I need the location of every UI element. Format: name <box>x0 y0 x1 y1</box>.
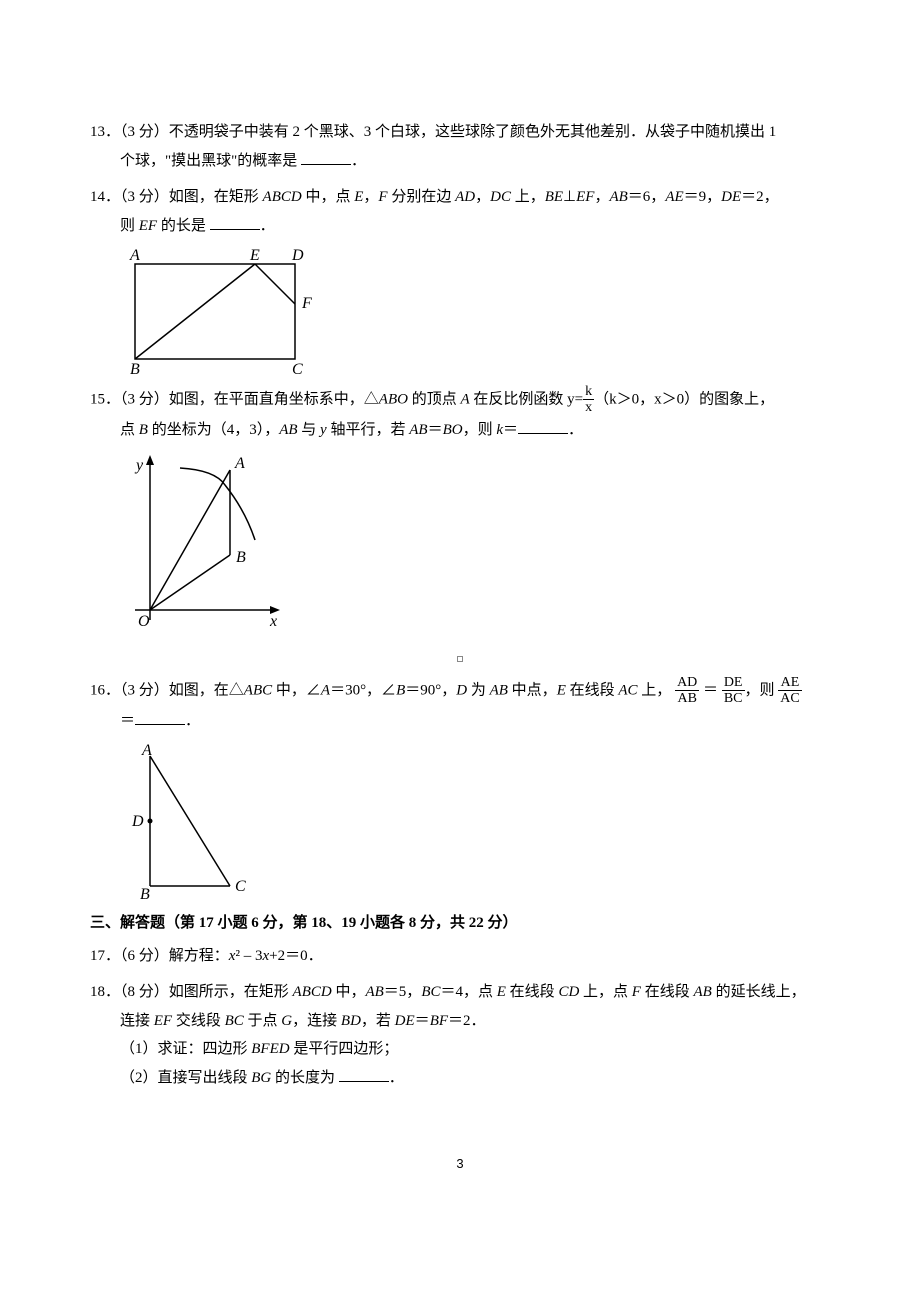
square-icon <box>457 656 463 662</box>
label: 16．（3 分） <box>90 682 169 698</box>
svg-text:C: C <box>235 878 246 895</box>
label: 13．（3 分） <box>90 124 169 140</box>
blank <box>210 213 260 230</box>
problem-15: 15．（3 分）如图，在平面直角坐标系中，△ABO 的顶点 A 在反比例函数 y… <box>90 384 830 640</box>
problem-17-text: 17．（6 分）解方程：x² – 3x+2＝0． <box>90 942 830 971</box>
problem-18: 18．（8 分）如图所示，在矩形 ABCD 中，AB＝5，BC＝4，点 E 在线… <box>90 978 830 1092</box>
svg-text:B: B <box>236 549 246 566</box>
svg-text:F: F <box>301 295 312 312</box>
problem-13: 13．（3 分）不透明袋子中装有 2 个黑球、3 个白球，这些球除了颜色外无其他… <box>90 118 830 175</box>
fraction-k-x: kx <box>583 384 594 416</box>
figure-15: y A B O x <box>120 450 830 640</box>
page-number: 3 <box>90 1152 830 1177</box>
svg-text:E: E <box>249 247 260 264</box>
svg-text:y: y <box>134 457 144 474</box>
page-marker <box>90 644 830 673</box>
svg-text:C: C <box>292 361 303 376</box>
problem-13-line1: 13．（3 分）不透明袋子中装有 2 个黑球、3 个白球，这些球除了颜色外无其他… <box>90 118 830 147</box>
problem-14-line2: 则 EF 的长是 ． <box>120 212 830 241</box>
blank <box>518 417 568 434</box>
problem-16: 16．（3 分）如图，在△ABC 中，∠A＝30°，∠B＝90°，D 为 AB … <box>90 675 830 901</box>
fraction-de-bc: DEBC <box>722 675 745 707</box>
text: 个球，"摸出黑球"的概率是 <box>120 153 297 169</box>
fraction-ae-ac: AEAC <box>778 675 801 707</box>
svg-text:A: A <box>234 455 245 472</box>
svg-text:A: A <box>141 742 152 759</box>
problem-18-line2: 连接 EF 交线段 BC 于点 G，连接 BD，若 DE＝BF＝2． <box>120 1007 830 1036</box>
svg-text:x: x <box>269 613 277 630</box>
svg-text:D: D <box>131 813 144 830</box>
problem-14-line1: 14．（3 分）如图，在矩形 ABCD 中，点 E，F 分别在边 AD，DC 上… <box>90 183 830 212</box>
section-3-header: 三、解答题（第 17 小题 6 分，第 18、19 小题各 8 分，共 22 分… <box>90 909 830 938</box>
problem-16-line2: ＝． <box>120 707 830 736</box>
label: 15．（3 分） <box>90 391 169 407</box>
svg-text:B: B <box>140 886 150 901</box>
svg-text:A: A <box>129 247 140 264</box>
problem-13-line2: 个球，"摸出黑球"的概率是 ． <box>120 147 830 176</box>
figure-16: A D B C <box>120 741 830 901</box>
label: 17．（6 分） <box>90 948 169 964</box>
blank <box>301 148 351 165</box>
blank <box>339 1065 389 1082</box>
svg-text:O: O <box>138 613 150 630</box>
label: 18．（8 分） <box>90 984 169 1000</box>
problem-14: 14．（3 分）如图，在矩形 ABCD 中，点 E，F 分别在边 AD，DC 上… <box>90 183 830 376</box>
label: 14．（3 分） <box>90 189 169 205</box>
figure-14: A E D F B C <box>120 246 830 376</box>
blank <box>135 708 185 725</box>
fraction-ad-ab: ADAB <box>675 675 699 707</box>
problem-18-sub1: （1）求证：四边形 BFED 是平行四边形； <box>120 1035 830 1064</box>
problem-18-sub2: （2）直接写出线段 BG 的长度为 ． <box>120 1064 830 1093</box>
svg-text:D: D <box>291 247 304 264</box>
problem-15-line2: 点 B 的坐标为（4，3），AB 与 y 轴平行，若 AB＝BO，则 k＝． <box>120 416 830 445</box>
suffix: ． <box>351 153 366 169</box>
text: 不透明袋子中装有 2 个黑球、3 个白球，这些球除了颜色外无其他差别．从袋子中随… <box>169 124 777 140</box>
problem-16-line1: 16．（3 分）如图，在△ABC 中，∠A＝30°，∠B＝90°，D 为 AB … <box>90 675 830 707</box>
problem-18-line1: 18．（8 分）如图所示，在矩形 ABCD 中，AB＝5，BC＝4，点 E 在线… <box>90 978 830 1007</box>
svg-text:B: B <box>130 361 140 376</box>
problem-15-line1: 15．（3 分）如图，在平面直角坐标系中，△ABO 的顶点 A 在反比例函数 y… <box>90 384 830 416</box>
problem-17: 17．（6 分）解方程：x² – 3x+2＝0． <box>90 942 830 971</box>
